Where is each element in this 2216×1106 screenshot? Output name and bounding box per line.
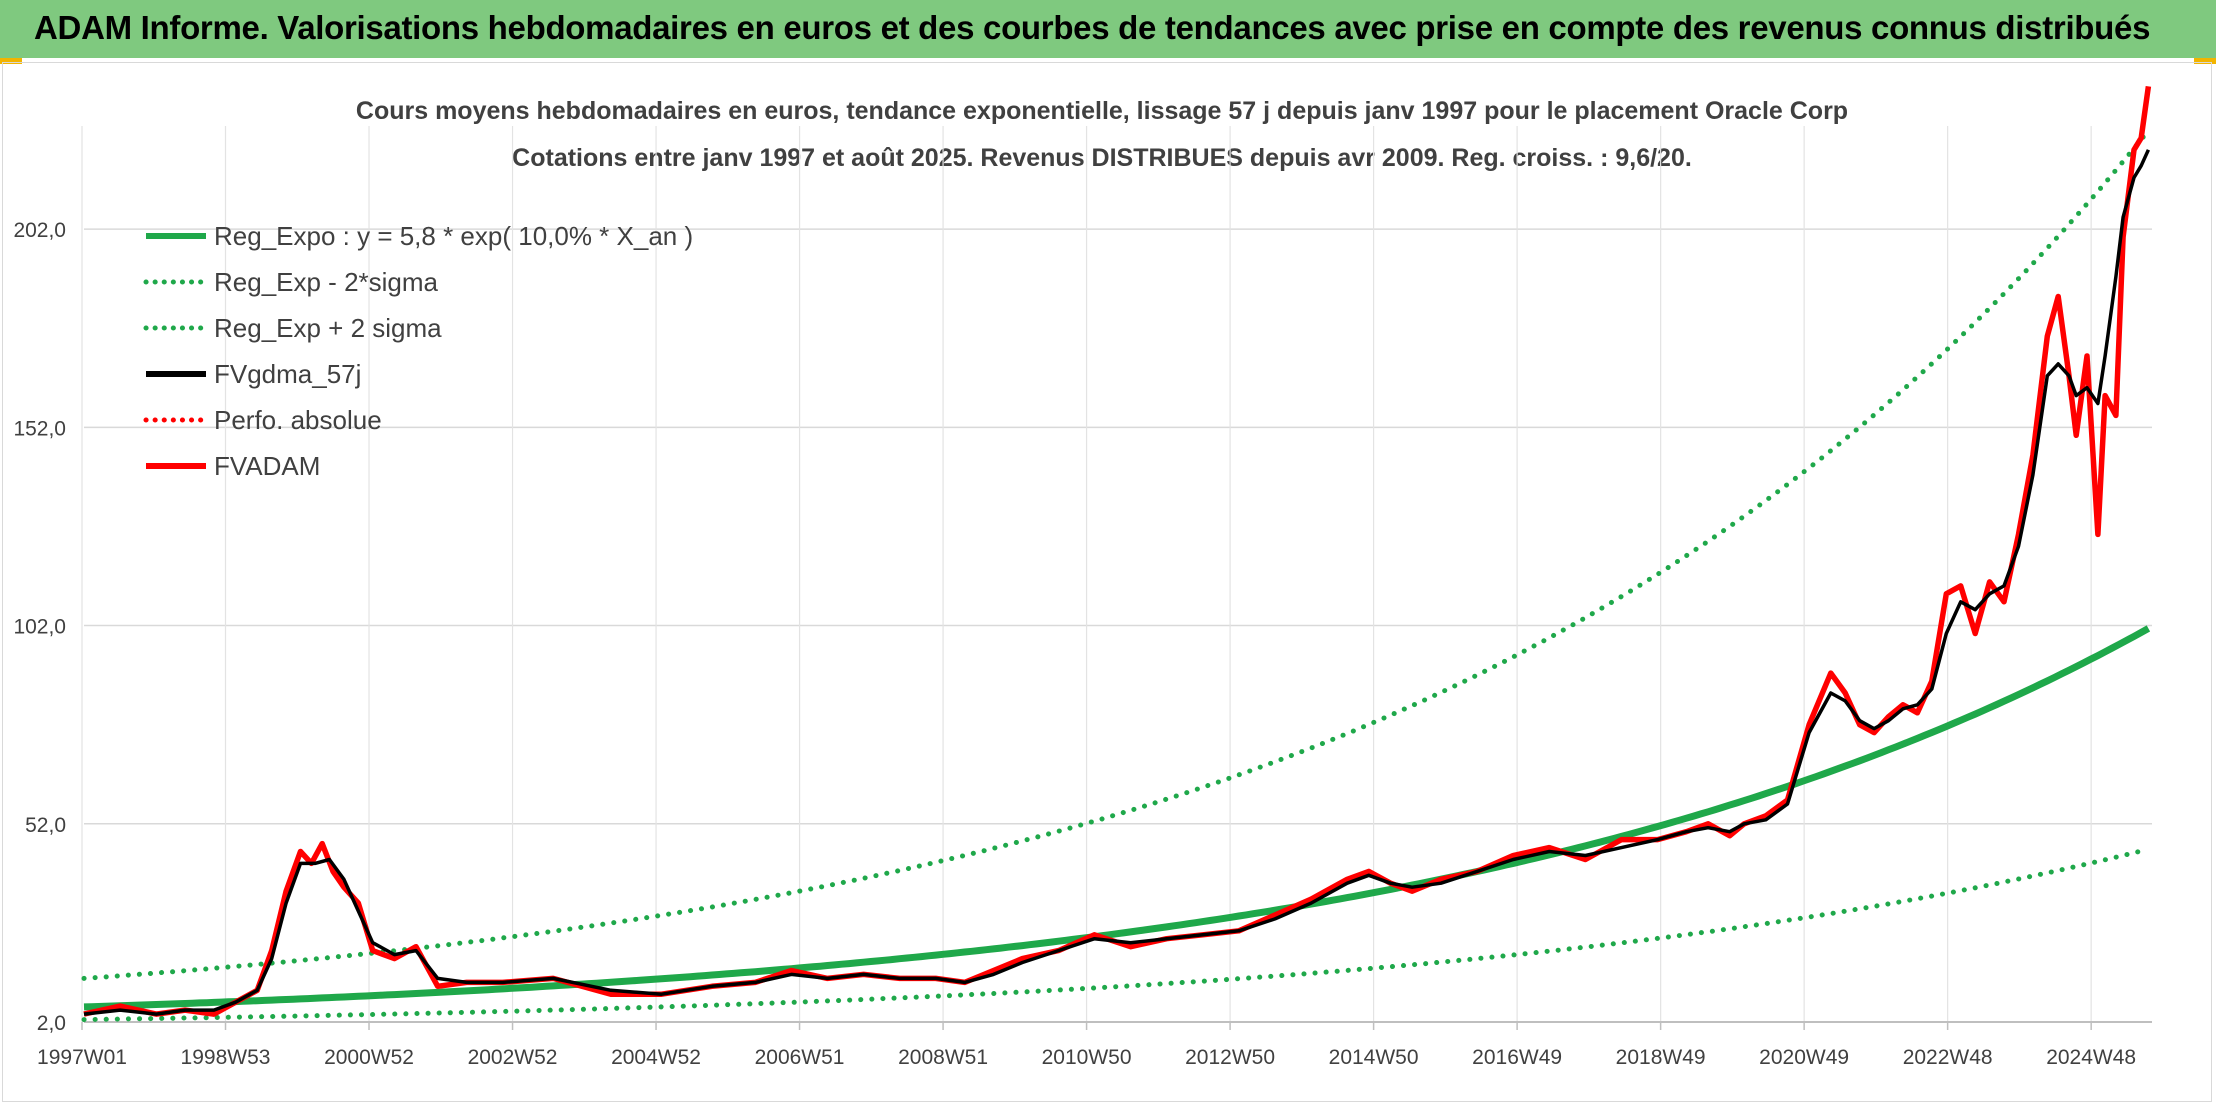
- legend-label: Reg_Exp - 2*sigma: [214, 267, 439, 297]
- chart-subtitle: Cotations entre janv 1997 et août 2025. …: [512, 144, 1692, 172]
- x-tick-label: 2016W49: [1472, 1046, 1562, 1069]
- legend-label: Reg_Exp + 2 sigma: [214, 313, 442, 343]
- y-tick-label: 2,0: [37, 1012, 66, 1035]
- y-axis: 2,0 52,0 102,0 152,0 202,0: [13, 219, 66, 1035]
- chart-frame: [2, 62, 2212, 1102]
- x-tick-label: 2010W50: [1042, 1046, 1132, 1069]
- x-tick-label: 1997W01: [37, 1046, 127, 1069]
- corner-marker-right: [2194, 58, 2216, 64]
- x-tick-label: 2008W51: [898, 1046, 988, 1069]
- series-reg-expo: [83, 625, 2151, 1011]
- x-tick-label: 2000W52: [324, 1046, 414, 1069]
- report-banner: ADAM Informe. Valorisations hebdomadaire…: [0, 0, 2216, 58]
- legend-label: Reg_Expo : y = 5,8 * exp( 10,0% * X_an ): [214, 221, 693, 251]
- x-axis: 1997W01 1998W53 2000W52 2002W52 2004W52 2006W…: [37, 1021, 2152, 1069]
- y-tick-label: 102,0: [13, 616, 66, 639]
- x-tick-label: 2022W48: [1903, 1046, 1993, 1069]
- legend-label: FVgdma_57j: [214, 359, 361, 389]
- x-tick-label: 2004W52: [611, 1046, 701, 1069]
- corner-marker-left: [0, 58, 22, 64]
- x-tick-label: 1998W53: [181, 1046, 271, 1069]
- legend: Reg_Expo : y = 5,8 * exp( 10,0% * X_an )…: [143, 221, 693, 481]
- legend-label: Perfo. absolue: [214, 405, 382, 435]
- series-reg-exp-minus-2sigma: [81, 846, 2151, 1023]
- y-tick-label: 202,0: [13, 219, 66, 242]
- report-title: ADAM Informe. Valorisations hebdomadaire…: [34, 9, 2151, 46]
- x-tick-label: 2014W50: [1329, 1046, 1419, 1069]
- x-tick-label: 2002W52: [468, 1046, 558, 1069]
- x-tick-label: 2006W51: [755, 1046, 845, 1069]
- x-tick-label: 2018W49: [1616, 1046, 1706, 1069]
- chart-title: Cours moyens hebdomadaires en euros, ten…: [356, 97, 1848, 125]
- grid: [81, 126, 2152, 1023]
- series-reg-exp-plus-2sigma: [81, 128, 2151, 981]
- plot-area: [81, 86, 2152, 1023]
- x-tick-label: 2012W50: [1185, 1046, 1275, 1069]
- y-tick-label: 152,0: [13, 417, 66, 440]
- x-tick-label: 2020W49: [1759, 1046, 1849, 1069]
- series-fvgdma-57j: [83, 149, 2150, 1016]
- legend-label: FVADAM: [214, 451, 320, 481]
- y-tick-label: 52,0: [25, 814, 66, 837]
- x-tick-label: 2024W48: [2046, 1046, 2136, 1069]
